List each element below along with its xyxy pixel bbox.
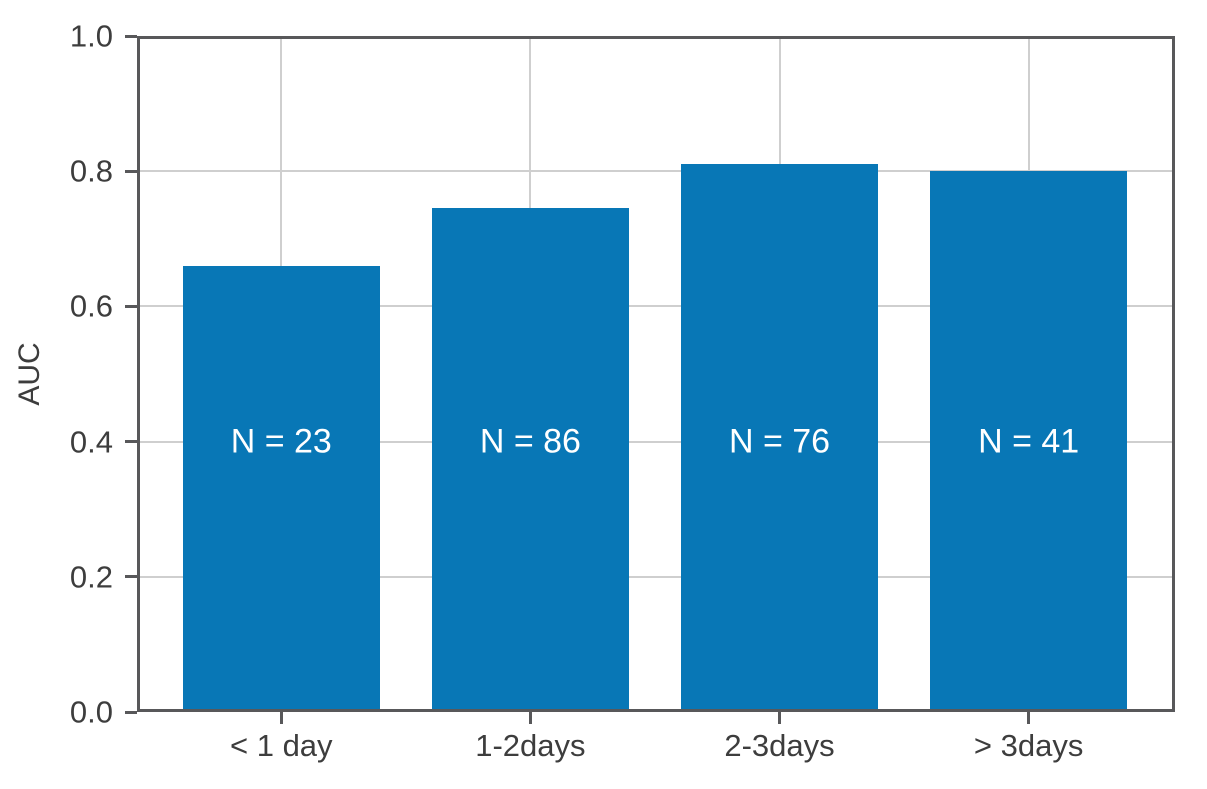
- h-gridline: [137, 170, 1175, 173]
- y-tick-label: 0.2: [69, 559, 113, 595]
- y-tick: [125, 710, 137, 714]
- x-tick: [528, 712, 532, 724]
- y-tick-label: 0.6: [69, 288, 113, 324]
- y-tick: [125, 575, 137, 579]
- y-tick: [125, 304, 137, 308]
- h-gridline: [137, 575, 1175, 578]
- y-tick-label: 0.0: [69, 694, 113, 730]
- h-gridline: [137, 305, 1175, 308]
- x-tick: [279, 712, 283, 724]
- y-tick-label: 0.8: [69, 153, 113, 189]
- bar: [680, 164, 879, 712]
- y-tick: [125, 34, 137, 38]
- y-tick-label: 0.4: [69, 424, 113, 460]
- x-tick: [1027, 712, 1031, 724]
- bar: [431, 208, 629, 712]
- x-tick-label: > 3days: [973, 728, 1084, 763]
- h-gridline: [137, 440, 1175, 443]
- x-tick: [778, 712, 782, 724]
- y-axis-title: AUC: [13, 342, 46, 406]
- x-tick-label: 1-2days: [475, 728, 586, 763]
- y-tick: [125, 440, 137, 444]
- x-tick-label: < 1 day: [230, 728, 333, 763]
- bar: [930, 171, 1128, 712]
- x-tick-label: 2-3days: [724, 728, 835, 763]
- bar-count-label: N = 23: [230, 422, 332, 461]
- bar-count-label: N = 41: [978, 422, 1080, 461]
- y-tick-label: 1.0: [69, 18, 113, 54]
- y-tick: [125, 169, 137, 173]
- plot-area: 0.0 0.2 0.4 0.6 0.8 1.0 N = 23 < 1 day N = 86 1-2…: [70, 21, 1175, 761]
- bar-count-label: N = 76: [728, 422, 831, 461]
- bar: [182, 265, 380, 712]
- bar-count-label: N = 86: [479, 422, 581, 461]
